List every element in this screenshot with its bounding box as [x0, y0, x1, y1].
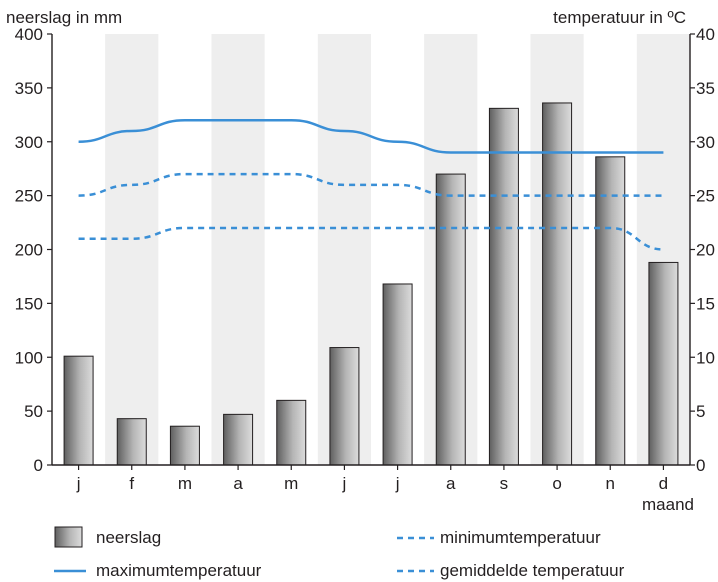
x-tick-label: j [342, 474, 347, 493]
line-gemiddelde-temperatuur [78, 172, 664, 197]
legend: neerslag minimumtemperatuur maximumtempe… [54, 526, 625, 580]
legend-item-gemiddelde-temperatuur: gemiddelde temperatuur [397, 561, 625, 580]
y-tick-label-right: 40 [696, 25, 715, 44]
bar-neerslag [648, 261, 679, 466]
y-tick-label-right: 10 [696, 348, 715, 367]
x-tick-label: a [446, 474, 456, 493]
bar-neerslag [223, 413, 254, 466]
x-tick-label: s [500, 474, 509, 493]
x-tick-label: o [552, 474, 561, 493]
column-shade [211, 34, 265, 465]
y-tick-label-left: 350 [15, 79, 43, 98]
line-maximumtemperatuur [78, 118, 664, 154]
legend-item-neerslag: neerslag [54, 526, 161, 548]
y-tick-label-left: 200 [15, 241, 43, 260]
y-axis-label-right: temperatuur in ºC [553, 8, 686, 27]
x-tick-label: m [284, 474, 298, 493]
y-tick-label-right: 5 [696, 402, 705, 421]
legend-swatch-bar [54, 526, 83, 548]
legend-item-maximumtemperatuur: maximumtemperatuur [54, 561, 262, 580]
y-tick-label-left: 250 [15, 187, 43, 206]
x-tick-label: j [76, 474, 81, 493]
y-tick-label-right: 35 [696, 79, 715, 98]
bar-neerslag [276, 399, 307, 466]
x-tick-label: m [178, 474, 192, 493]
bar-neerslag [382, 283, 413, 466]
y-tick-label-right: 15 [696, 294, 715, 313]
column-shade [105, 34, 159, 465]
y-axis-label-left: neerslag in mm [6, 8, 122, 27]
x-tick-label: n [606, 474, 615, 493]
y-tick-label-left: 300 [15, 133, 43, 152]
axes [47, 33, 695, 470]
y-tick-label-right: 0 [696, 456, 705, 475]
precipitation-bars [63, 102, 679, 466]
x-tick-label: f [129, 474, 134, 493]
y-tick-label-left: 100 [15, 348, 43, 367]
tick-labels: 0 0 50 5 100 10 150 15 200 20 250 25 300 30 350 35 400 40… [15, 25, 715, 493]
legend-label-maximumtemperatuur: maximumtemperatuur [96, 561, 262, 580]
y-tick-label-left: 150 [15, 294, 43, 313]
bar-neerslag [169, 425, 200, 466]
bar-neerslag [542, 102, 573, 466]
legend-item-minimumtemperatuur: minimumtemperatuur [397, 528, 601, 547]
y-tick-label-left: 0 [34, 456, 43, 475]
x-tick-label: d [659, 474, 668, 493]
y-tick-label-right: 30 [696, 133, 715, 152]
legend-label-minimumtemperatuur: minimumtemperatuur [440, 528, 601, 547]
y-tick-label-right: 25 [696, 187, 715, 206]
y-tick-label-left: 400 [15, 25, 43, 44]
legend-label-gemiddelde-temperatuur: gemiddelde temperatuur [440, 561, 625, 580]
x-tick-label: a [233, 474, 243, 493]
bar-neerslag [63, 355, 94, 466]
x-tick-label: j [395, 474, 400, 493]
y-tick-label-right: 20 [696, 241, 715, 260]
line-minimumtemperatuur [78, 226, 664, 251]
bar-neerslag [435, 173, 466, 466]
bar-neerslag [329, 347, 360, 466]
y-tick-label-left: 50 [24, 402, 43, 421]
temperature-lines [78, 118, 664, 251]
bar-neerslag [116, 418, 147, 466]
legend-label-neerslag: neerslag [96, 528, 161, 547]
bar-neerslag [488, 107, 519, 466]
bar-neerslag [595, 156, 626, 466]
x-axis-label: maand [642, 495, 694, 514]
